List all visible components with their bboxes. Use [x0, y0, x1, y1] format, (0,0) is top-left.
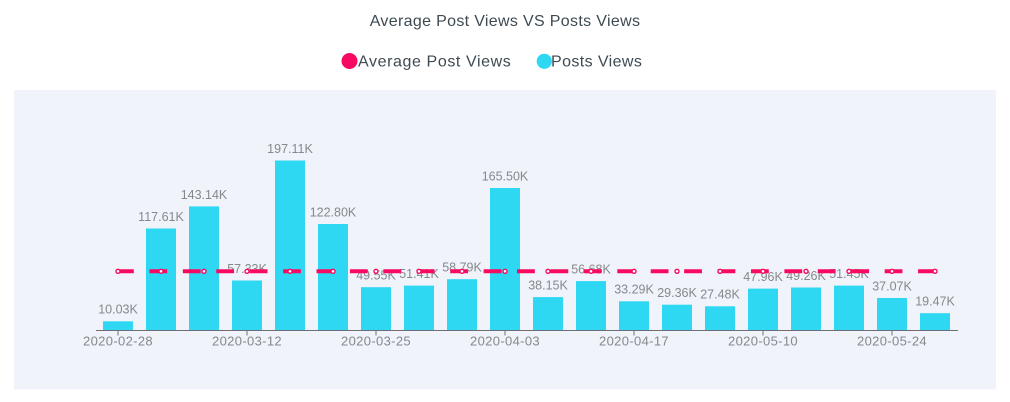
svg-text:27.48K: 27.48K — [700, 288, 740, 302]
svg-text:2020-05-10: 2020-05-10 — [728, 334, 798, 349]
svg-text:2020-04-17: 2020-04-17 — [599, 334, 669, 349]
svg-text:47.96K: 47.96K — [743, 270, 783, 284]
svg-text:117.61K: 117.61K — [138, 210, 184, 224]
svg-text:19.47K: 19.47K — [915, 295, 955, 309]
svg-text:33.29K: 33.29K — [614, 283, 654, 297]
svg-text:2020-02-28: 2020-02-28 — [83, 334, 153, 349]
svg-text:Average Post Views: Average Post Views — [358, 54, 511, 71]
svg-text:2020-03-12: 2020-03-12 — [212, 334, 282, 349]
svg-text:Average Post Views VS Posts Vi: Average Post Views VS Posts Views — [370, 13, 641, 30]
svg-text:38.15K: 38.15K — [528, 279, 568, 293]
svg-text:122.80K: 122.80K — [310, 205, 357, 219]
svg-text:165.50K: 165.50K — [482, 169, 529, 183]
svg-text:143.14K: 143.14K — [181, 188, 228, 202]
svg-text:2020-03-25: 2020-03-25 — [341, 334, 411, 349]
svg-text:10.03K: 10.03K — [98, 303, 138, 317]
svg-text:29.36K: 29.36K — [657, 286, 697, 300]
svg-text:2020-05-24: 2020-05-24 — [857, 334, 927, 349]
svg-text:37.07K: 37.07K — [872, 279, 912, 293]
svg-text:2020-04-03: 2020-04-03 — [470, 334, 540, 349]
svg-text:Posts Views: Posts Views — [551, 54, 642, 71]
svg-text:197.11K: 197.11K — [267, 142, 313, 156]
